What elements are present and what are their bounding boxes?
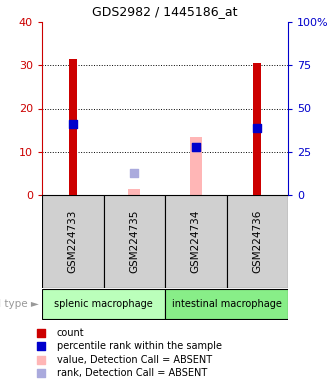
Bar (128, 189, 140, 195)
Bar (69, 59, 77, 195)
Point (39, 330, 44, 336)
Point (132, 170, 137, 176)
Title: GDS2982 / 1445186_at: GDS2982 / 1445186_at (92, 5, 238, 18)
Text: GSM224733: GSM224733 (68, 210, 78, 273)
Text: splenic macrophage: splenic macrophage (54, 299, 153, 309)
Bar (226, 195, 288, 288)
Bar (42, 195, 104, 288)
Text: GSM224735: GSM224735 (129, 210, 139, 273)
Bar (104, 195, 165, 288)
Point (193, 144, 198, 151)
Text: count: count (57, 328, 84, 338)
Text: rank, Detection Call = ABSENT: rank, Detection Call = ABSENT (57, 368, 207, 378)
Text: percentile rank within the sample: percentile rank within the sample (57, 341, 222, 351)
Point (39, 343, 44, 349)
Point (193, 144, 198, 151)
Bar (42, 289, 165, 319)
Text: GSM224734: GSM224734 (191, 210, 201, 273)
Point (39, 370, 44, 376)
Bar (190, 137, 202, 195)
Point (70, 121, 75, 127)
Bar (253, 63, 261, 195)
Bar (165, 195, 226, 288)
Text: cell type ►: cell type ► (0, 299, 39, 309)
Bar (165, 289, 288, 319)
Text: GSM224736: GSM224736 (252, 210, 262, 273)
Point (255, 125, 260, 131)
Text: intestinal macrophage: intestinal macrophage (172, 299, 281, 309)
Text: value, Detection Call = ABSENT: value, Detection Call = ABSENT (57, 355, 212, 365)
Point (39, 357, 44, 363)
